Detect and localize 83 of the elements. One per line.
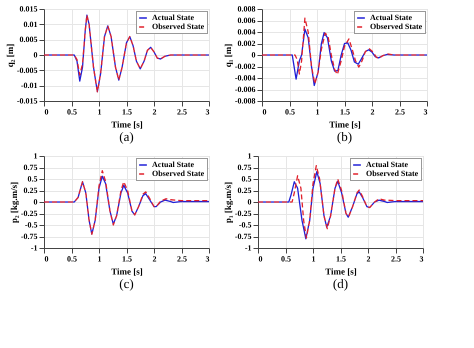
y-tick-label: 1 xyxy=(248,152,252,160)
text: (b) xyxy=(336,129,352,144)
x-axis-title: Time [s] xyxy=(325,266,357,276)
y-tick-label: 0.008 xyxy=(238,4,256,14)
x-tick-label: 3 xyxy=(424,108,428,116)
x-tick-label: 1.5 xyxy=(122,108,132,116)
x-tick-label: 1.5 xyxy=(340,108,350,116)
line-series xyxy=(44,14,209,92)
y-tick-label: 0.015 xyxy=(20,4,38,14)
y-tick-label: 0 xyxy=(248,198,252,206)
x-tick-label: 1.5 xyxy=(336,254,346,264)
y-tick-label: -0.5 xyxy=(24,220,38,230)
y-tick-label: 0.25 xyxy=(238,186,252,195)
x-tick-label: 2.5 xyxy=(177,108,187,116)
y-axis-title: q₂ [m] xyxy=(4,44,15,68)
x-tick-label: 0 xyxy=(44,254,48,264)
y-tick-label: -1 xyxy=(30,244,38,252)
y-tick-label: 0.005 xyxy=(20,35,38,44)
y-tick-label: 0.25 xyxy=(24,186,38,195)
y-tick-label: 0.006 xyxy=(238,16,256,25)
y-tick-label: -0.75 xyxy=(20,232,38,241)
x-axis-title: Time [s] xyxy=(111,120,143,130)
y-tick-label: -1 xyxy=(244,244,252,252)
y-tick-label: -0.004 xyxy=(234,74,256,82)
x-axis-title: Time [s] xyxy=(111,266,143,276)
y-axis-title: q₁ [m] xyxy=(222,44,233,68)
y-tick-label: -0.01 xyxy=(20,81,38,90)
x-tick-label: 0.5 xyxy=(67,108,77,116)
text: (d) xyxy=(332,276,348,291)
x-tick-label: 3 xyxy=(206,108,210,116)
x-tick-label: 2.5 xyxy=(395,108,405,116)
y-tick-label: -0.5 xyxy=(238,220,252,230)
x-tick-label: 0 xyxy=(258,254,262,264)
y-tick-label: -0.008 xyxy=(234,96,256,106)
x-axis-title: Time [s] xyxy=(329,120,361,130)
x-tick-label: 2 xyxy=(366,254,370,264)
x-tick-label: 3 xyxy=(206,254,210,264)
y-tick-label: 0.75 xyxy=(238,163,252,172)
x-tick-label: 0 xyxy=(44,108,48,116)
x-tick-label: 3 xyxy=(420,254,424,264)
x-tick-label: 1.5 xyxy=(122,254,132,264)
x-tick-label: 2 xyxy=(152,254,156,264)
y-axis-title: p₂ [kg.m/s] xyxy=(8,182,19,224)
y-tick-label: -0.75 xyxy=(234,232,252,241)
x-tick-label: 1 xyxy=(312,254,316,264)
y-tick-label: -0.25 xyxy=(234,209,252,218)
y-axis-title: p₁ [kg.m/s] xyxy=(222,182,233,224)
y-tick-label: -0.015 xyxy=(16,96,38,106)
x-tick-label: 0.5 xyxy=(67,254,77,264)
legend-label: Actual State xyxy=(152,160,194,169)
x-tick-label: 1 xyxy=(98,254,102,264)
y-tick-label: 0 xyxy=(34,50,38,60)
y-tick-label: 0.5 xyxy=(242,174,252,184)
x-tick-label: 2.5 xyxy=(177,254,187,264)
y-tick-label: -0.006 xyxy=(234,85,256,94)
y-tick-label: 1 xyxy=(34,152,38,160)
x-tick-label: 0 xyxy=(262,108,266,116)
x-tick-label: 0.5 xyxy=(281,254,291,264)
x-tick-label: 2.5 xyxy=(391,254,401,264)
legend-label: Observed State xyxy=(152,22,205,31)
y-tick-label: 0.01 xyxy=(24,20,38,29)
legend-label: Actual State xyxy=(366,160,408,169)
y-tick-label: -0.005 xyxy=(16,66,38,75)
x-tick-label: 1 xyxy=(98,108,102,116)
legend-label: Actual State xyxy=(152,13,194,22)
x-tick-label: 2 xyxy=(370,108,374,116)
x-tick-label: 1 xyxy=(316,108,320,116)
legend-label: Actual State xyxy=(370,13,412,22)
legend-label: Observed State xyxy=(152,169,205,178)
y-tick-label: -0.002 xyxy=(234,62,256,71)
legend-label: Observed State xyxy=(370,22,423,31)
x-tick-label: 0.5 xyxy=(285,108,295,116)
x-tick-label: 2 xyxy=(152,108,156,116)
y-tick-label: 0.002 xyxy=(238,39,256,48)
y-tick-label: 0.004 xyxy=(238,28,256,36)
y-tick-label: 0 xyxy=(252,50,256,60)
y-tick-label: 0 xyxy=(34,198,38,206)
text: (c) xyxy=(119,276,134,291)
y-tick-label: -0.25 xyxy=(20,209,38,218)
legend-label: Observed State xyxy=(366,169,419,178)
y-tick-label: 0.75 xyxy=(24,163,38,172)
text: (a) xyxy=(119,129,134,144)
y-tick-label: 0.5 xyxy=(28,174,38,184)
